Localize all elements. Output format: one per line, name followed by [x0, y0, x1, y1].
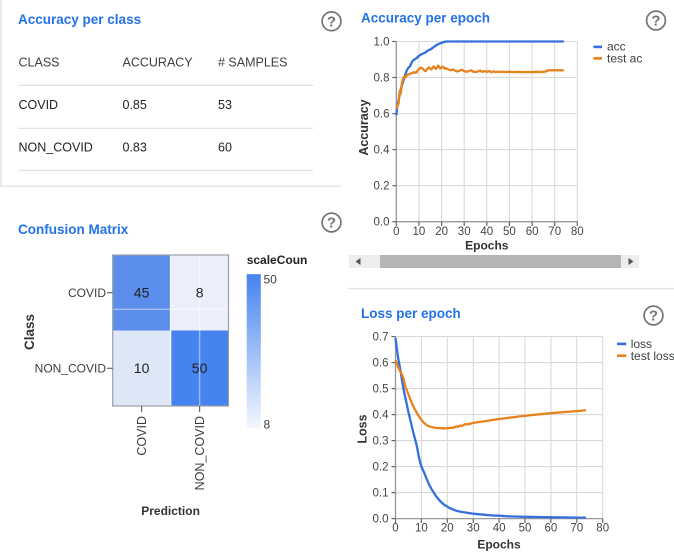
svg-text:0.0: 0.0 — [373, 513, 389, 525]
svg-text:# SAMPLES: # SAMPLES — [218, 56, 287, 70]
svg-text:50: 50 — [503, 226, 516, 238]
svg-text:0.2: 0.2 — [374, 181, 390, 193]
svg-text:Loss: Loss — [356, 414, 370, 443]
svg-text:45: 45 — [134, 284, 150, 300]
svg-text:40: 40 — [493, 523, 506, 535]
svg-text:COVID: COVID — [135, 416, 149, 456]
svg-text:?: ? — [327, 14, 336, 31]
svg-text:Accuracy: Accuracy — [357, 99, 371, 155]
svg-text:NON_COVID: NON_COVID — [19, 141, 93, 155]
svg-text:acc: acc — [607, 40, 626, 54]
svg-text:20: 20 — [441, 523, 454, 535]
svg-text:10: 10 — [134, 360, 150, 376]
svg-text:1.0: 1.0 — [374, 36, 390, 48]
svg-text:10: 10 — [413, 226, 426, 238]
svg-text:NON_COVID: NON_COVID — [35, 362, 107, 376]
svg-text:60: 60 — [526, 226, 539, 238]
svg-text:30: 30 — [458, 226, 471, 238]
svg-text:8: 8 — [264, 418, 271, 432]
svg-text:Loss per epoch: Loss per epoch — [361, 306, 461, 321]
svg-text:test loss: test loss — [631, 349, 674, 363]
svg-text:50: 50 — [192, 360, 208, 376]
svg-text:10: 10 — [415, 523, 428, 535]
svg-text:Accuracy per epoch: Accuracy per epoch — [361, 11, 490, 26]
svg-text:0.4: 0.4 — [373, 409, 390, 421]
svg-text:70: 70 — [548, 226, 561, 238]
svg-text:0.5: 0.5 — [373, 383, 389, 395]
svg-text:Class: Class — [22, 314, 37, 350]
svg-text:?: ? — [649, 308, 658, 325]
svg-text:70: 70 — [570, 523, 583, 535]
svg-text:50: 50 — [519, 523, 532, 535]
svg-text:?: ? — [327, 215, 336, 232]
svg-text:80: 80 — [596, 523, 609, 535]
svg-text:Confusion Matrix: Confusion Matrix — [18, 222, 129, 237]
svg-text:53: 53 — [218, 98, 232, 112]
svg-text:loss: loss — [631, 337, 652, 351]
svg-text:0: 0 — [393, 226, 399, 238]
svg-text:NON_COVID: NON_COVID — [193, 416, 207, 490]
svg-text:0.8: 0.8 — [374, 72, 390, 84]
svg-text:COVID: COVID — [19, 98, 59, 112]
svg-text:ACCURACY: ACCURACY — [123, 56, 194, 70]
svg-text:?: ? — [651, 13, 660, 30]
svg-text:0.6: 0.6 — [374, 108, 390, 120]
svg-text:0.83: 0.83 — [123, 141, 147, 155]
svg-text:0.85: 0.85 — [123, 98, 147, 112]
svg-text:60: 60 — [218, 141, 232, 155]
svg-text:scaleCoun: scaleCoun — [247, 253, 308, 267]
svg-text:30: 30 — [467, 523, 480, 535]
svg-text:0.4: 0.4 — [374, 144, 391, 156]
svg-text:0.2: 0.2 — [373, 461, 389, 473]
svg-text:0.1: 0.1 — [373, 487, 389, 499]
svg-text:40: 40 — [480, 226, 493, 238]
svg-text:Accuracy per class: Accuracy per class — [18, 12, 141, 27]
svg-text:0.7: 0.7 — [373, 331, 389, 343]
svg-text:60: 60 — [545, 523, 558, 535]
svg-text:0.3: 0.3 — [373, 435, 389, 447]
svg-text:Epochs: Epochs — [465, 239, 509, 253]
svg-text:CLASS: CLASS — [19, 56, 60, 70]
svg-text:0: 0 — [392, 523, 398, 535]
svg-text:8: 8 — [196, 284, 204, 300]
svg-text:0.6: 0.6 — [373, 357, 389, 369]
svg-text:50: 50 — [264, 273, 278, 287]
svg-text:COVID: COVID — [68, 286, 106, 300]
svg-text:0.0: 0.0 — [374, 217, 390, 229]
svg-text:test ac: test ac — [607, 51, 642, 65]
svg-text:80: 80 — [571, 226, 584, 238]
svg-text:Prediction: Prediction — [141, 504, 200, 518]
svg-text:20: 20 — [435, 226, 448, 238]
svg-text:Epochs: Epochs — [477, 538, 521, 552]
